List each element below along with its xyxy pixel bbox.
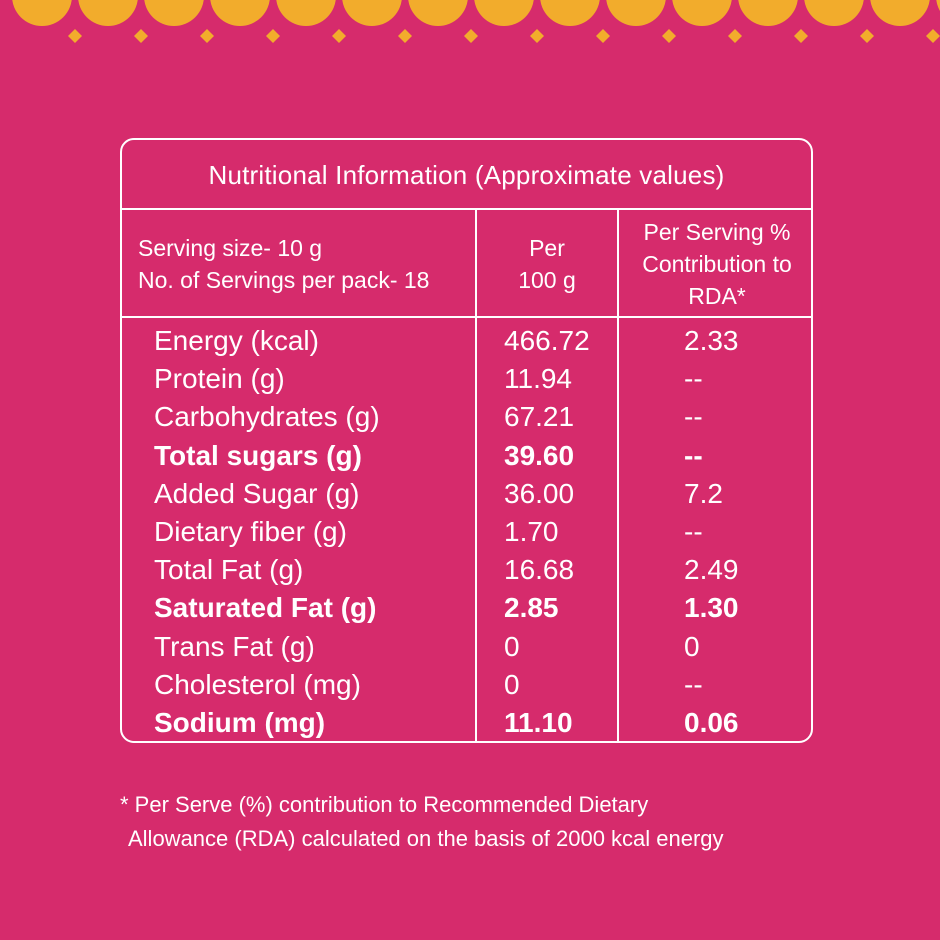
per-100g-value: 36.00 (504, 477, 575, 509)
scallop (540, 0, 600, 26)
rda-value: 1.30 (684, 592, 739, 624)
diamond (134, 29, 148, 43)
nutrient-row: Total sugars (g) 39.60 -- (122, 437, 811, 475)
diamond (596, 29, 610, 43)
diamond (200, 29, 214, 43)
nutrient-name: Total Fat (g) (154, 554, 304, 586)
per-100g-value: 16.68 (504, 554, 575, 586)
rda-value: -- (684, 439, 703, 471)
diamond (860, 29, 874, 43)
scallop (342, 0, 402, 26)
rda-value: -- (684, 515, 703, 547)
scallop (408, 0, 468, 26)
servings-per-pack-label: No. of Servings per pack- 18 (138, 267, 430, 293)
per-100g-value: 39.60 (504, 439, 575, 471)
scallop (672, 0, 732, 26)
per-100g-value: 466.72 (504, 325, 590, 356)
nutrient-name: Protein (g) (154, 363, 285, 395)
scallop (144, 0, 204, 26)
nutrient-row: Cholesterol (mg) 0 -- (122, 666, 811, 704)
per-100g-header-line1: Per (529, 235, 565, 261)
rda-header-line1: Per Serving % (643, 219, 791, 245)
rda-value: 0 (684, 630, 700, 662)
rda-header-line3: RDA* (688, 283, 746, 309)
scallop (210, 0, 270, 26)
diamond (662, 29, 676, 43)
footnote-line1: * Per Serve (%) contribution to Recommen… (120, 792, 649, 817)
nutrition-panel: Nutritional Information (Approximate val… (120, 138, 813, 743)
nutrient-name: Trans Fat (g) (154, 630, 315, 662)
nutrient-row: Added Sugar (g) 36.00 7.2 (122, 475, 811, 513)
rda-value: 0.06 (684, 706, 739, 738)
nutrient-name: Added Sugar (g) (154, 477, 360, 509)
diamond (398, 29, 412, 43)
diamond (68, 29, 82, 43)
nutrient-name: Dietary fiber (g) (154, 515, 347, 547)
column-divider-1 (475, 210, 477, 741)
scallop (804, 0, 864, 26)
scallop (12, 0, 72, 26)
per-100g-value: 0 (504, 630, 520, 662)
rda-value: -- (684, 363, 703, 395)
scallop (738, 0, 798, 26)
diamond (926, 29, 940, 43)
per-100g-value: 11.10 (504, 706, 573, 738)
rda-value: 2.49 (684, 554, 739, 586)
diamond (728, 29, 742, 43)
rda-value: 2.33 (684, 325, 739, 356)
diamond (530, 29, 544, 43)
rda-value: -- (684, 401, 703, 433)
footnote-line2: Allowance (RDA) calculated on the basis … (128, 826, 724, 851)
scallop (606, 0, 666, 26)
header-divider (122, 316, 811, 318)
scallop (276, 0, 336, 26)
per-100g-header: Per 100 g (477, 212, 617, 316)
per-100g-value: 0 (504, 668, 520, 700)
panel-title: Nutritional Information (Approximate val… (208, 159, 725, 190)
rda-header: Per Serving % Contribution to RDA* (619, 212, 815, 316)
nutrient-row: Dietary fiber (g) 1.70 -- (122, 513, 811, 551)
serving-size-label: Serving size- 10 g (138, 235, 323, 261)
scallop (870, 0, 930, 26)
diamond (464, 29, 478, 43)
scallop (936, 0, 940, 11)
per-100g-value: 67.21 (504, 401, 575, 433)
scallop (78, 0, 138, 26)
scalloped-border-decoration (12, 0, 940, 43)
rda-value: -- (684, 668, 703, 700)
diamond (794, 29, 808, 43)
nutrient-name: Energy (kcal) (154, 325, 319, 356)
nutrient-row: Protein (g) 11.94 -- (122, 360, 811, 398)
scallop (474, 0, 534, 26)
nutrient-row: Saturated Fat (g) 2.85 1.30 (122, 589, 811, 627)
per-100g-header-line2: 100 g (518, 267, 576, 293)
nutrient-row: Carbohydrates (g) 67.21 -- (122, 398, 811, 436)
nutrient-rows: Energy (kcal) 466.72 2.33 Protein (g) 11.94 -… (122, 322, 811, 742)
nutrient-name: Sodium (mg) (154, 706, 326, 738)
serving-info: Serving size- 10 g No. of Servings per p… (138, 212, 478, 316)
nutrient-name: Saturated Fat (g) (154, 592, 377, 624)
diamond (332, 29, 346, 43)
column-divider-2 (617, 210, 619, 741)
diamond (266, 29, 280, 43)
rda-header-line2: Contribution to (642, 251, 792, 277)
nutrient-name: Cholesterol (mg) (154, 668, 361, 700)
per-100g-value: 2.85 (504, 592, 559, 624)
nutrient-row: Trans Fat (g) 0 0 (122, 628, 811, 666)
title-divider (122, 208, 811, 210)
nutrient-name: Carbohydrates (g) (154, 401, 380, 433)
nutrient-row: Energy (kcal) 466.72 2.33 (122, 322, 811, 360)
footnote: * Per Serve (%) contribution to Recommen… (120, 788, 880, 856)
nutrient-row: Total Fat (g) 16.68 2.49 (122, 551, 811, 589)
nutrient-name: Total sugars (g) (154, 439, 362, 471)
rda-value: 7.2 (684, 477, 723, 509)
nutrient-row: Sodium (mg) 11.10 0.06 (122, 704, 811, 742)
per-100g-value: 1.70 (504, 515, 559, 547)
per-100g-value: 11.94 (504, 363, 572, 395)
